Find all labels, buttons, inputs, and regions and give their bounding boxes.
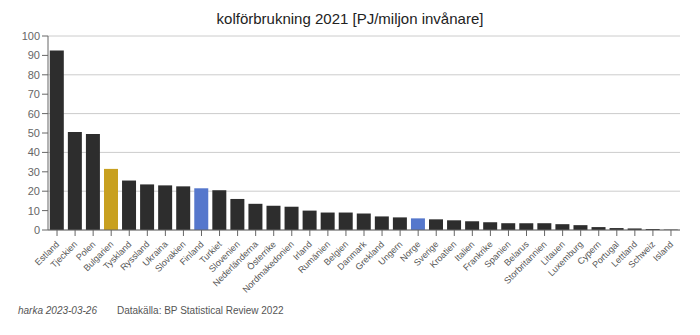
svg-text:Estland: Estland	[33, 239, 62, 268]
svg-text:60: 60	[28, 108, 40, 120]
svg-text:0: 0	[34, 224, 40, 236]
svg-text:Belarus: Belarus	[502, 239, 531, 268]
svg-text:Litauen: Litauen	[538, 239, 567, 268]
html-text:Datakälla: BP Statistical Revi: Datakälla: BP Statistical Review 2022	[117, 305, 284, 316]
svg-text:Tyskland: Tyskland	[101, 239, 134, 272]
svg-text:Storbritannien: Storbritannien	[502, 239, 549, 286]
svg-text:Rumänien: Rumänien	[296, 239, 333, 276]
svg-text:Ukraina: Ukraina	[140, 239, 170, 269]
svg-text:Island: Island	[651, 239, 675, 263]
svg-text:Schweiz: Schweiz	[626, 239, 658, 270]
svg-text:Lettland: Lettland	[609, 239, 640, 269]
svg-text:Bulgarien: Bulgarien	[81, 239, 116, 274]
html-text:kolförbrukning 2021 [PJ/miljon: kolförbrukning 2021 [PJ/miljon invånare]	[216, 10, 484, 27]
svg-text:Ungern: Ungern	[376, 239, 405, 268]
svg-text:Spanien: Spanien	[482, 239, 513, 270]
svg-text:Frankrike: Frankrike	[461, 239, 495, 273]
svg-text:30: 30	[28, 166, 40, 178]
svg-text:20: 20	[28, 185, 40, 197]
svg-text:Finland: Finland	[177, 239, 206, 268]
svg-text:Grekland: Grekland	[353, 239, 387, 273]
svg-text:Sverige: Sverige	[411, 239, 441, 268]
svg-text:Luxemburg: Luxemburg	[546, 239, 585, 279]
html-text:harka 2023-03-26: harka 2023-03-26	[18, 305, 97, 316]
svg-text:Belgien: Belgien	[321, 239, 351, 268]
svg-text:Tjeckien: Tjeckien	[48, 239, 80, 270]
svg-text:Ryssland: Ryssland	[118, 239, 152, 273]
svg-text:Italien: Italien	[452, 239, 477, 264]
svg-text:Portugal: Portugal	[590, 239, 621, 270]
svg-text:Cypern: Cypern	[575, 239, 603, 267]
svg-text:50: 50	[28, 127, 40, 139]
svg-text:Nederländerna: Nederländerna	[210, 239, 260, 289]
svg-text:80: 80	[28, 69, 40, 81]
svg-text:70: 70	[28, 88, 40, 100]
svg-text:Danmark: Danmark	[335, 239, 369, 273]
svg-text:40: 40	[28, 146, 40, 158]
svg-text:90: 90	[28, 49, 40, 61]
svg-text:Turkiet: Turkiet	[197, 239, 224, 266]
svg-text:Kroatien: Kroatien	[427, 239, 459, 270]
svg-text:10: 10	[28, 205, 40, 217]
svg-text:Slovenien: Slovenien	[206, 239, 242, 275]
svg-text:Slovakien: Slovakien	[153, 239, 188, 274]
svg-text:100: 100	[22, 30, 40, 42]
svg-text:Polen: Polen	[74, 239, 98, 263]
svg-text:Norge: Norge	[398, 239, 423, 264]
svg-text:Österrike: Österrike	[245, 239, 278, 273]
svg-text:Nordmakedonien: Nordmakedonien	[240, 239, 296, 295]
svg-text:Irland: Irland	[291, 239, 315, 263]
